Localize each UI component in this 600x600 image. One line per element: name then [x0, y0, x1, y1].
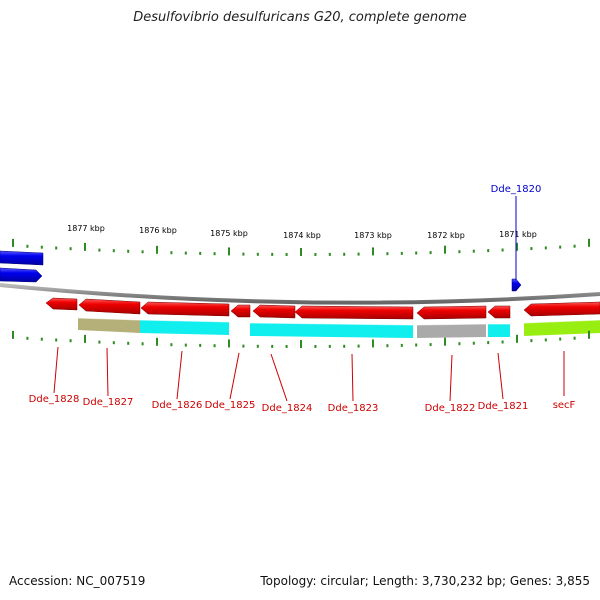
gene-label-dde-1824[interactable]: Dde_1824: [262, 403, 313, 414]
gene-label-dde-1822[interactable]: Dde_1822: [425, 403, 476, 414]
cog-band-cyan: [140, 320, 229, 335]
ruler-label: 1877 kbp: [67, 224, 105, 233]
gene-label-secf[interactable]: secF: [553, 400, 576, 411]
ruler-label: 1873 kbp: [354, 231, 392, 240]
gene-label-dde-1827[interactable]: Dde_1827: [83, 397, 134, 408]
gene-arrow-plus[interactable]: [0, 267, 43, 283]
gene-label-dde-1825[interactable]: Dde_1825: [205, 400, 256, 411]
ruler-label: 1875 kbp: [210, 229, 248, 238]
gene-arrow-plus-dde-1820[interactable]: [511, 278, 522, 292]
ruler-label: 1876 kbp: [139, 226, 177, 235]
genome-title: Desulfovibrio desulfuricans G20, complet…: [133, 10, 467, 25]
cog-band-olive: [78, 318, 140, 333]
gene-label-leaders: [53, 196, 565, 402]
gene-arrow-dde-1825[interactable]: [230, 304, 251, 318]
cog-band-green: [524, 320, 600, 336]
cog-band-cyan: [488, 324, 510, 337]
gene-label-dde-1823[interactable]: Dde_1823: [328, 403, 379, 414]
gene-arrow-dde-1822[interactable]: [416, 305, 487, 320]
gene-arrow-dde-1824[interactable]: [252, 304, 296, 319]
gene-labels: Dde_1820 Dde_1828 Dde_1827 Dde_1826 Dde_…: [29, 184, 576, 414]
ruler-ticks-top: [12, 238, 590, 256]
ruler-label: 1874 kbp: [283, 231, 321, 240]
gene-label-dde-1828[interactable]: Dde_1828: [29, 394, 80, 405]
gene-label-dde-1826[interactable]: Dde_1826: [152, 400, 203, 411]
ruler-labels: 1877 kbp 1876 kbp 1875 kbp 1874 kbp 1873…: [67, 224, 537, 240]
gene-label-dde-1821[interactable]: Dde_1821: [478, 401, 529, 412]
gene-arrow-dde-1823[interactable]: [294, 305, 414, 320]
ruler-ticks-bottom: [12, 330, 590, 348]
gene-arrow-secf[interactable]: [523, 301, 600, 317]
accession-text: Accession: NC_007519: [9, 574, 146, 588]
cog-band-cyan: [250, 323, 413, 338]
genome-backbone: [0, 283, 600, 305]
minus-strand-track: [45, 297, 600, 320]
gene-arrow-dde-1821[interactable]: [487, 305, 511, 319]
ruler-label: 1872 kbp: [427, 231, 465, 240]
ruler-label: 1871 kbp: [499, 230, 537, 239]
gene-label-dde-1820[interactable]: Dde_1820: [491, 184, 542, 195]
cog-category-track: [77, 317, 600, 338]
cog-band-gray: [417, 324, 486, 338]
gene-arrow-dde-1826[interactable]: [140, 301, 230, 317]
gene-arrow-dde-1827[interactable]: [78, 298, 141, 315]
plus-strand-track: [0, 250, 522, 292]
gene-arrow-dde-1828[interactable]: [45, 297, 78, 311]
genome-summary-text: Topology: circular; Length: 3,730,232 bp…: [260, 574, 590, 588]
gene-arrow-plus[interactable]: [0, 250, 44, 266]
